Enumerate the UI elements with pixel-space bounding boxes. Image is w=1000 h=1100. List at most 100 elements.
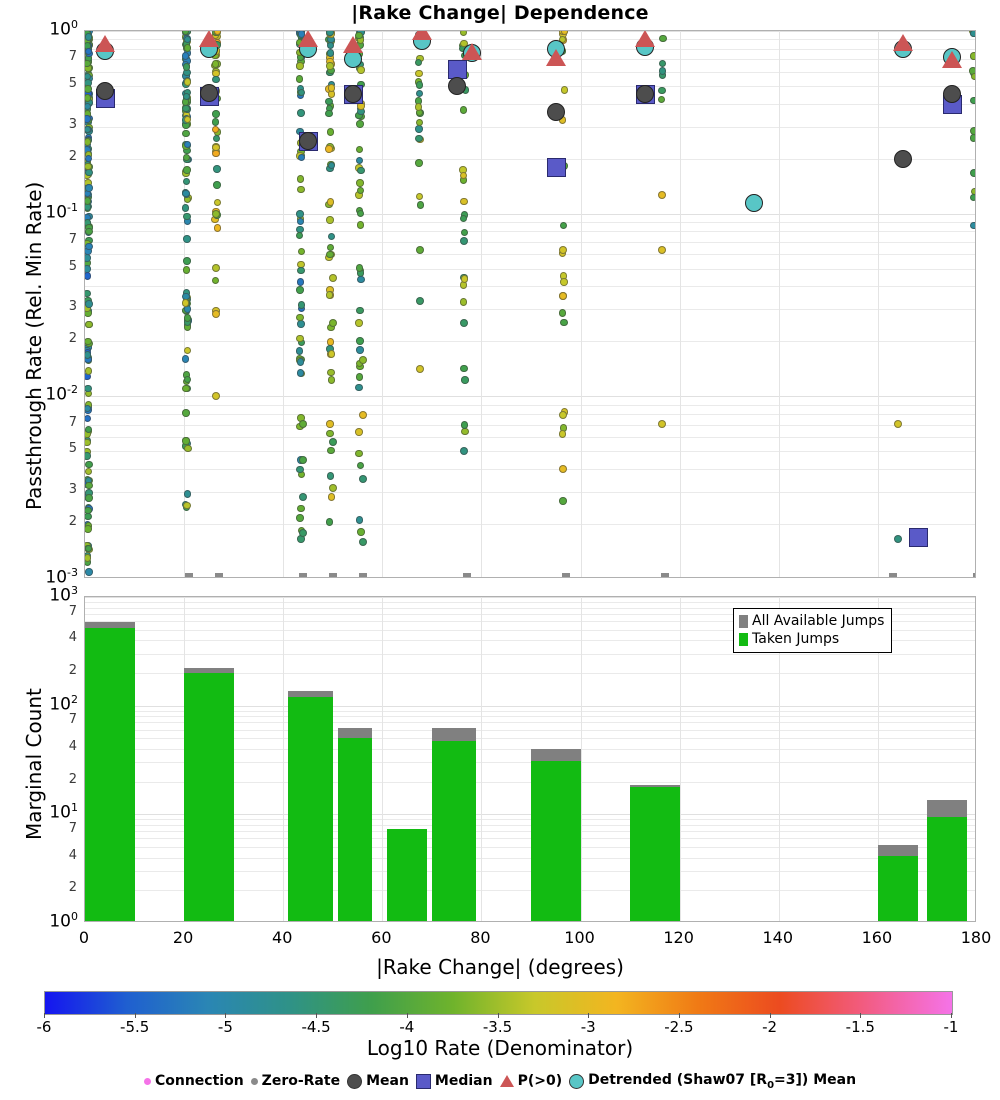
connection-point (211, 125, 220, 134)
connection-point (970, 72, 975, 81)
connection-point (461, 376, 469, 384)
legend-swatch-taken (739, 632, 748, 646)
zero-rate-marker (214, 573, 223, 577)
connection-point (356, 337, 364, 345)
histogram-bar (387, 597, 427, 921)
mean-marker (199, 84, 218, 103)
connection-point (211, 118, 220, 126)
gridline-minor (85, 241, 975, 243)
histogram-panel (84, 596, 976, 922)
connection-point (85, 272, 92, 280)
zero-rate-marker (185, 573, 194, 577)
gridline-minor (85, 286, 975, 288)
vgridline (778, 597, 780, 921)
y-tick-minor: 5 (68, 75, 77, 91)
connection-point (355, 156, 364, 165)
histogram-bar (531, 597, 581, 921)
y-tick-minor: 2 (68, 662, 77, 678)
connection-point (183, 501, 191, 510)
connection-point (85, 289, 91, 298)
gridline-minor (85, 762, 975, 764)
gridline-minor (85, 748, 975, 750)
connection-point (85, 154, 93, 163)
connection-point (970, 127, 975, 136)
connection-point (325, 518, 334, 526)
mean-marker (299, 131, 317, 150)
gridline-minor (85, 601, 975, 603)
connection-point (85, 102, 92, 111)
connection-point (184, 444, 192, 453)
histogram-bar (630, 597, 680, 921)
connection-point (183, 35, 192, 44)
connection-point (85, 494, 93, 502)
connection-point (327, 84, 336, 92)
connection-point (182, 384, 190, 393)
pgt0-marker (942, 51, 963, 69)
connection-point (182, 177, 191, 185)
bar-segment-taken (337, 738, 373, 921)
gridline-minor (85, 607, 975, 609)
connection-point (459, 298, 468, 306)
pgt0-marker (298, 31, 318, 47)
gridline-minor (85, 819, 975, 821)
mean-marker (347, 1073, 363, 1089)
connection-point (325, 291, 334, 299)
y-tick-minor: 4 (68, 630, 77, 646)
y-tick-minor: 7 (68, 414, 77, 430)
legend-label: Mean (366, 1073, 409, 1090)
gridline-minor (85, 469, 975, 471)
connection-point (415, 89, 424, 98)
connection-point (970, 31, 975, 38)
colorbar-tick-mark (951, 1013, 952, 1018)
zero-rate-marker (888, 573, 897, 577)
legend-item-taken: Taken Jumps (739, 630, 884, 648)
y-tick-minor: 4 (68, 738, 77, 754)
pgt0-marker (94, 34, 115, 52)
y-tick-minor: 3 (68, 116, 77, 132)
connection-point (326, 62, 334, 70)
connection-point (85, 452, 91, 460)
connection-point (356, 120, 364, 128)
connection-point (969, 134, 975, 142)
histogram-bar (85, 597, 135, 921)
connection-point (213, 165, 221, 173)
median-marker (908, 527, 928, 547)
connection-point (85, 125, 92, 134)
connection-point (297, 504, 305, 513)
legend-item-pgt0: P(>0) (499, 1073, 562, 1089)
connection-point (85, 33, 93, 41)
gridline-minor (85, 824, 975, 826)
connection-point (328, 483, 337, 492)
connection-point (356, 346, 364, 354)
colorbar-tick-label: -6 (36, 1018, 52, 1036)
x-tick-label: 120 (663, 928, 694, 947)
gridline-minor (85, 268, 975, 270)
connection-point (297, 185, 305, 194)
x-tick-label: 80 (470, 928, 491, 947)
legend-label: Zero-Rate (261, 1073, 341, 1090)
y-tick-minor: 7 (68, 231, 77, 247)
connection-point (183, 78, 192, 86)
legend-item-connection: Connection (143, 1073, 244, 1089)
y-tick-minor: 2 (68, 331, 77, 347)
connection-point (326, 49, 335, 57)
histogram-bar (927, 597, 968, 921)
connection-point (657, 95, 666, 104)
zero-rate-marker (299, 573, 308, 577)
gridline-minor (85, 231, 975, 233)
connection-point (296, 358, 305, 366)
connection-point (328, 319, 337, 328)
gridline-minor (85, 710, 975, 712)
connection-point (355, 383, 363, 392)
connection-point (182, 104, 190, 113)
connection-point (559, 246, 568, 255)
gridline-minor (85, 653, 975, 655)
connection-point (358, 410, 367, 419)
connection-point (295, 75, 304, 83)
mean-marker (893, 149, 912, 168)
connection-point (356, 306, 364, 314)
connection-point (414, 58, 423, 66)
vgridline (778, 31, 780, 577)
pgt0-marker (499, 1075, 514, 1088)
bar-segment-taken (184, 673, 234, 921)
